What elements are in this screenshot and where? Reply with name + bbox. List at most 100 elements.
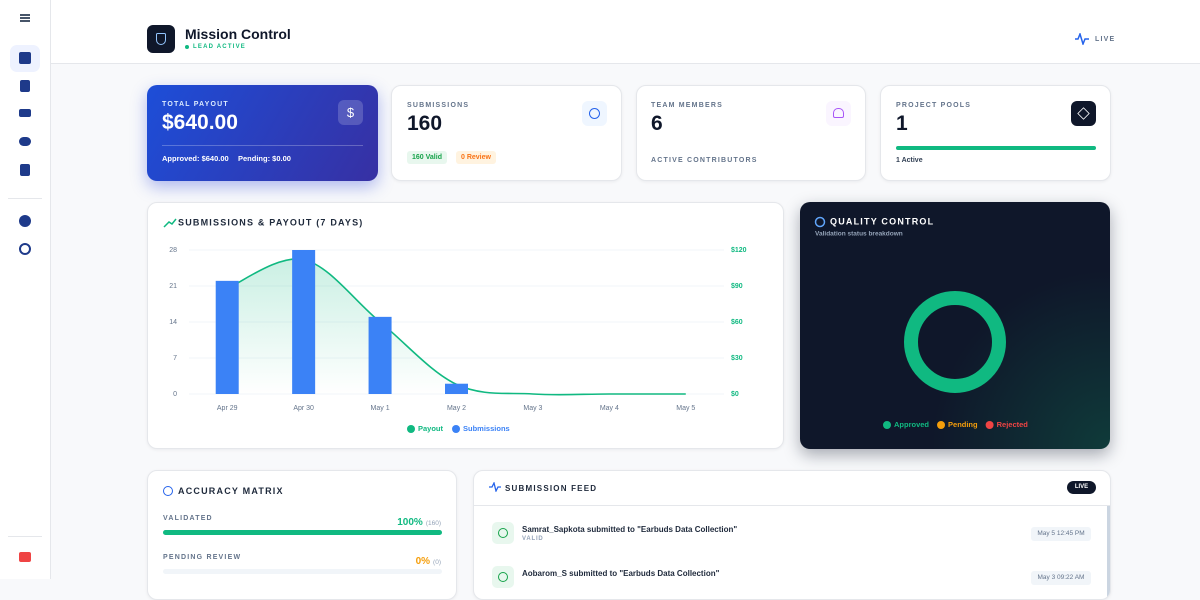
card-label: TEAM MEMBERS [651, 102, 723, 109]
legend-label: Approved [894, 420, 929, 429]
item-time: May 5 12:45 PM [1031, 527, 1091, 541]
progress-track [163, 569, 442, 574]
row-value: 100% (160) [397, 512, 441, 530]
x-tick-label: May 1 [371, 405, 390, 412]
y2-tick-label: $30 [731, 355, 743, 362]
percent: 0% [415, 556, 431, 567]
item-text: Aobarom_S submitted to "Earbuds Data Col… [522, 569, 720, 578]
area [227, 258, 686, 395]
item-time: May 3 09:22 AM [1031, 571, 1091, 585]
y-tick-label: 7 [173, 355, 177, 362]
row-value: 0% (0) [416, 551, 441, 569]
status: LEAD ACTIVE [193, 44, 246, 50]
count: (160) [425, 520, 441, 527]
feed-card: SUBMISSION FEED LIVE Samrat_Sapkota subm… [473, 470, 1111, 600]
y-tick-label: 21 [169, 283, 177, 290]
nav-workflow[interactable] [19, 109, 31, 117]
legend-swatch [883, 421, 891, 429]
legend-swatch [407, 425, 415, 433]
app-title: Mission Control [185, 26, 291, 42]
x-tick-label: May 4 [600, 405, 619, 412]
section-title: ACCURACY MATRIX [178, 486, 284, 496]
item-text: Samrat_Sapkota submitted to "Earbuds Dat… [522, 525, 738, 534]
nav-tasks[interactable] [20, 80, 30, 92]
nav-logout[interactable] [19, 552, 31, 562]
divider [8, 536, 42, 537]
divider [162, 145, 363, 146]
x-tick-label: May 2 [447, 405, 466, 412]
x-tick-label: May 3 [523, 405, 542, 412]
team-card: TEAM MEMBERS 6 ACTIVE CONTRIBUTORS [636, 85, 866, 181]
accuracy-card: ACCURACY MATRIX VALIDATED 100% (160) PENDIN… [147, 470, 457, 600]
status-dot [185, 45, 189, 49]
item-icon [492, 566, 514, 588]
approved: Approved: $640.00 [162, 154, 229, 163]
card-value: 1 [896, 112, 908, 135]
review-badge: 0 Review [456, 151, 496, 164]
trend-icon [163, 218, 177, 228]
nav-settings[interactable] [19, 243, 31, 255]
y-tick-label: 0 [173, 391, 177, 398]
legend-swatch [985, 421, 994, 429]
live-indicator: LIVE [1095, 36, 1116, 43]
x-tick-label: May 5 [676, 405, 695, 412]
legend-swatch [937, 421, 946, 429]
dollar-icon: $ [338, 100, 363, 125]
donut-chart: QUALITY CONTROL Validation status breakd… [814, 216, 1029, 429]
layers-icon [1071, 101, 1096, 126]
pending: Pending: $0.00 [238, 154, 291, 163]
bar [368, 316, 392, 394]
row-label: VALIDATED [163, 515, 213, 522]
header: Mission Control LEAD ACTIVE LIVE [51, 0, 1200, 64]
legend-label: Payout [418, 424, 444, 433]
legend-label: Pending [948, 420, 978, 429]
item-status: VALID [522, 536, 544, 542]
check-icon [582, 101, 607, 126]
card-note: 1 Active [896, 157, 923, 164]
percent: 100% [397, 517, 423, 528]
y2-tick-label: $90 [731, 283, 743, 290]
shield-icon [156, 33, 166, 45]
sidebar [0, 0, 51, 579]
nav-team[interactable] [19, 137, 31, 146]
scrollbar[interactable] [1107, 506, 1110, 599]
users-icon [826, 101, 851, 126]
bar [215, 280, 239, 394]
payout-card: TOTAL PAYOUT $640.00 $ Approved: $640.00… [147, 85, 378, 181]
legend-label: Submissions [463, 424, 510, 433]
submissions-card: SUBMISSIONS 160 160 Valid 0 Review [391, 85, 622, 181]
x-tick-label: Apr 29 [217, 405, 238, 412]
card-label: PROJECT POOLS [896, 102, 972, 109]
item-icon [492, 522, 514, 544]
chart-title: QUALITY CONTROL [830, 216, 934, 226]
legend-swatch [452, 425, 461, 433]
logo [147, 25, 175, 53]
nav-reports[interactable] [20, 164, 30, 176]
card-label: SUBMISSIONS [407, 102, 470, 109]
legend-label: Rejected [997, 420, 1029, 429]
menu-icon[interactable] [20, 14, 30, 16]
divider [474, 505, 1110, 506]
card-value: 6 [651, 112, 663, 135]
chart-title: SUBMISSIONS & PAYOUT (7 DAYS) [178, 217, 364, 227]
progress-bar [163, 530, 442, 535]
section-title: SUBMISSION FEED [505, 484, 598, 493]
pool-progress [896, 146, 1096, 150]
donut-segment [904, 291, 1006, 393]
y-tick-label: 14 [169, 319, 177, 326]
nav-profile[interactable] [19, 215, 31, 227]
nav-dashboard[interactable] [19, 52, 31, 64]
quality-card: QUALITY CONTROL Validation status breakd… [800, 202, 1110, 449]
clock-icon [163, 486, 173, 496]
chart-card: SUBMISSIONS & PAYOUT (7 DAYS) 0 7 14 21 28 $0… [147, 202, 784, 449]
x-tick-label: Apr 30 [293, 405, 314, 412]
row-label: PENDING REVIEW [163, 554, 242, 561]
pulse-icon [1075, 33, 1089, 45]
clock-icon [814, 216, 826, 228]
y2-tick-label: $60 [731, 319, 743, 326]
count: (0) [433, 559, 441, 566]
chart-subtitle: Validation status breakdown [815, 231, 903, 238]
y2-tick-label: $0 [731, 391, 739, 398]
y-tick-label: 28 [169, 247, 177, 254]
